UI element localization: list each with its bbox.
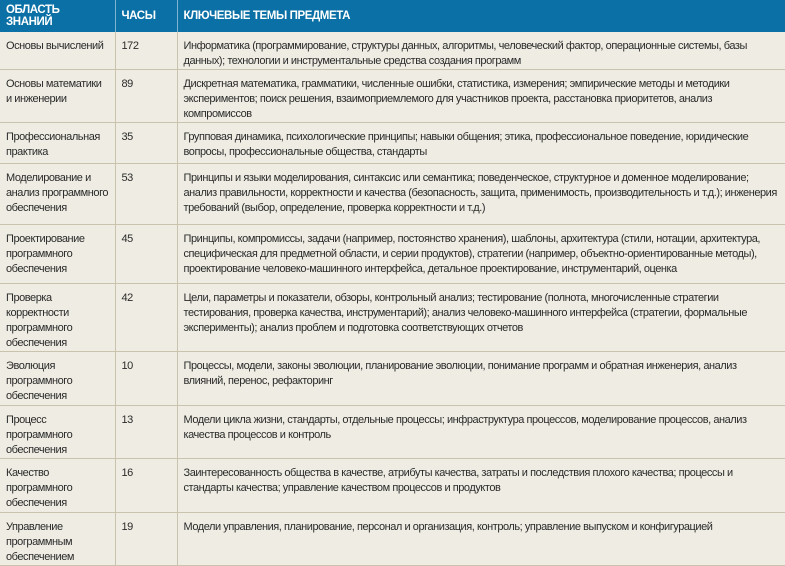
- topics-cell: Групповая динамика, психологические прин…: [177, 122, 785, 164]
- topics-cell: Информатика (программирование, структуры…: [177, 32, 785, 70]
- hours-cell: 35: [115, 122, 178, 164]
- table-row: Проектирование программного обеспечения 4…: [0, 224, 785, 284]
- table-row: Эволюция программного обеспечения 10 Проце…: [0, 351, 785, 406]
- topics-cell: Принципы и языки моделирования, синтакси…: [177, 163, 785, 225]
- hours-cell: 19: [115, 512, 178, 566]
- hours-cell: 89: [115, 69, 178, 123]
- hours-cell: 45: [115, 224, 178, 284]
- area-cell: Основы математики и инженерии: [0, 69, 116, 123]
- hours-cell: 16: [115, 458, 178, 513]
- area-cell: Эволюция программного обеспечения: [0, 351, 116, 406]
- hours-cell: 13: [115, 405, 178, 459]
- table-row: Моделирование и анализ программного обес…: [0, 163, 785, 225]
- area-cell: Проверка корректности программного обесп…: [0, 283, 116, 352]
- area-cell: Моделирование и анализ программного обес…: [0, 163, 116, 225]
- table-row: Качество программного обеспечения 16 Заинт…: [0, 458, 785, 513]
- table-row: Основы математики и инженерии 89 Дискретна…: [0, 69, 785, 123]
- topics-cell: Дискретная математика, грамматики, числе…: [177, 69, 785, 123]
- header-row: ОБЛАСТЬ ЗНАНИЙ ЧАСЫ КЛЮЧЕВЫЕ ТЕМЫ ПРЕДМЕ…: [0, 0, 785, 32]
- hours-cell: 10: [115, 351, 178, 406]
- topics-cell: Модели цикла жизни, стандарты, отдельные…: [177, 405, 785, 459]
- topics-cell: Принципы, компромиссы, задачи (например,…: [177, 224, 785, 284]
- area-cell: Управление программным обеспечением: [0, 512, 116, 566]
- area-cell: Процесс программного обеспечения: [0, 405, 116, 459]
- table-row: Профессиональная практика 35 Групповая дин…: [0, 122, 785, 164]
- area-cell: Качество программного обеспечения: [0, 458, 116, 513]
- area-cell: Основы вычислений: [0, 32, 116, 70]
- area-cell: Проектирование программного обеспечения: [0, 224, 116, 284]
- topics-cell: Заинтересованность общества в качестве, …: [177, 458, 785, 513]
- hours-cell: 53: [115, 163, 178, 225]
- hours-cell: 42: [115, 283, 178, 352]
- header-topics: КЛЮЧЕВЫЕ ТЕМЫ ПРЕДМЕТА: [177, 0, 785, 32]
- topics-cell: Процессы, модели, законы эволюции, плани…: [177, 351, 785, 406]
- header-hours: ЧАСЫ: [115, 0, 178, 32]
- table-row: Основы вычислений 172 Информатика (програм…: [0, 32, 785, 70]
- table-row: Процесс программного обеспечения 13 Модели…: [0, 405, 785, 459]
- table-row: Управление программным обеспечением 19 Мод…: [0, 512, 785, 566]
- table-row: Проверка корректности программного обесп…: [0, 283, 785, 352]
- area-cell: Профессиональная практика: [0, 122, 116, 164]
- hours-cell: 172: [115, 32, 178, 70]
- topics-cell: Цели, параметры и показатели, обзоры, ко…: [177, 283, 785, 352]
- header-area: ОБЛАСТЬ ЗНАНИЙ: [0, 0, 116, 32]
- topics-cell: Модели управления, планирование, персона…: [177, 512, 785, 566]
